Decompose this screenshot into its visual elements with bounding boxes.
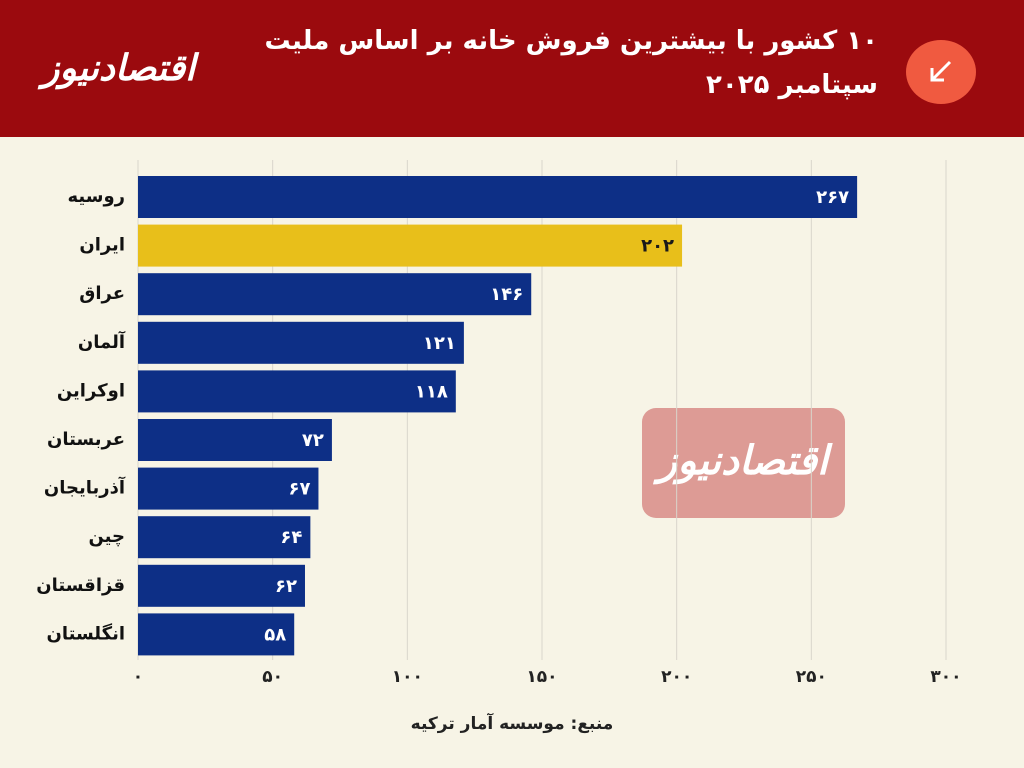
x-tick-label: ۳۰۰ bbox=[930, 667, 961, 687]
y-tick-label: عربستان bbox=[47, 429, 125, 450]
y-tick-label: روسیه bbox=[67, 186, 125, 207]
y-tick-label: آلمان bbox=[78, 330, 126, 353]
value-label: ۵۸ bbox=[264, 624, 286, 645]
value-label: ۲۶۷ bbox=[816, 187, 849, 208]
value-label: ۱۲۱ bbox=[423, 333, 456, 354]
watermark-box bbox=[642, 408, 845, 518]
y-tick-label: اوکراین bbox=[57, 380, 125, 401]
bar bbox=[138, 467, 319, 510]
value-label: ۲۰۲ bbox=[641, 236, 674, 257]
value-label: ۱۱۸ bbox=[415, 381, 448, 402]
value-label: ۱۴۶ bbox=[490, 284, 523, 305]
bar bbox=[138, 224, 683, 267]
icon bbox=[906, 40, 976, 104]
bar bbox=[138, 370, 456, 413]
x-tick-label: ۱۰۰ bbox=[392, 667, 423, 687]
bar bbox=[138, 321, 464, 364]
bar bbox=[138, 613, 295, 656]
y-tick-label: چین bbox=[88, 526, 125, 547]
x-tick-label: ۲۵۰ bbox=[796, 667, 827, 687]
value-label: ۷۲ bbox=[302, 430, 324, 451]
y-tick-label: عراق bbox=[79, 283, 125, 304]
x-tick-label: ۱۵۰ bbox=[526, 667, 557, 687]
arrow-icon bbox=[930, 60, 952, 82]
value-label: ۶۴ bbox=[280, 527, 302, 548]
bar bbox=[138, 176, 858, 218]
value-label: ۶۲ bbox=[275, 576, 297, 597]
logo: اقتصادنیوز bbox=[42, 48, 196, 89]
y-tick-label: انگلستان bbox=[46, 622, 125, 644]
x-tick-label: ۲۰۰ bbox=[661, 667, 692, 687]
y-tick-label: آذربایجان bbox=[44, 476, 126, 499]
source: منبع: موسسه آمار ترکیه bbox=[411, 712, 614, 734]
bar bbox=[138, 273, 532, 316]
chart-title: ۱۰ کشور با بیشترین فروش خانه بر اساس ملی… bbox=[264, 26, 879, 56]
watermark: اقتصادنیوز bbox=[653, 438, 833, 485]
bar bbox=[138, 419, 332, 461]
x-tick-label: ۰ bbox=[133, 667, 143, 687]
chart-subtitle: سپتامبر ۲۰۲۵ bbox=[706, 70, 878, 100]
x-tick-label: ۵۰ bbox=[262, 667, 283, 687]
y-tick-label: ایران bbox=[79, 235, 125, 256]
value-label: ۶۷ bbox=[288, 479, 310, 500]
bar bbox=[138, 516, 311, 559]
header: اقتصادنیوز ۱۰ کشور با بیشترین فروش خانه … bbox=[0, 0, 1024, 137]
y-tick-label: قزاقستان bbox=[36, 575, 125, 596]
bar bbox=[138, 564, 305, 607]
